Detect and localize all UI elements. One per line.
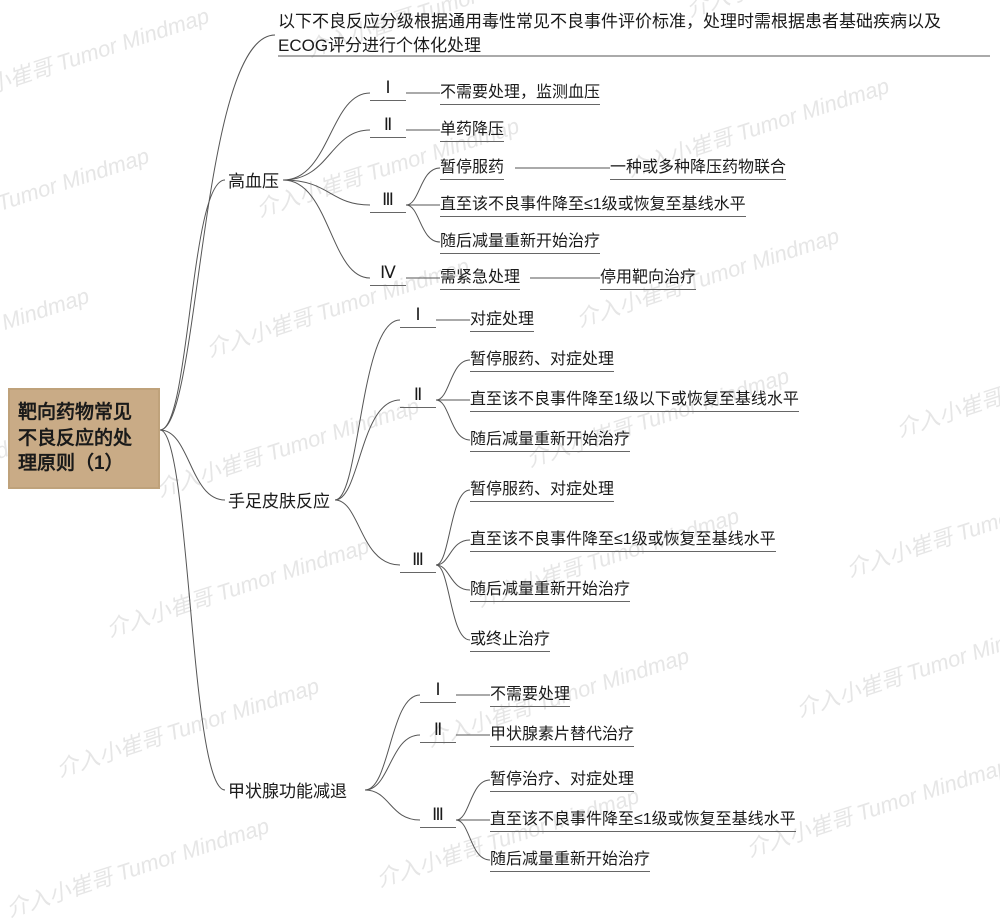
note-text: 以下不良反应分级根据通用毒性常见不良事件评价标准，处理时需根据患者基础疾病以及E…	[278, 10, 978, 58]
leaf: 暂停服药、对症处理	[470, 475, 614, 502]
leaf: 直至该不良事件降至≤1级或恢复至基线水平	[490, 805, 796, 832]
leaf: 随后减量重新开始治疗	[470, 575, 630, 602]
grade-hfs-2: Ⅱ	[400, 385, 436, 408]
leaf: 随后减量重新开始治疗	[440, 227, 600, 254]
grade-hfs-1: Ⅰ	[400, 305, 436, 328]
grade-hbp-4: Ⅳ	[370, 263, 406, 286]
leaf: 随后减量重新开始治疗	[470, 425, 630, 452]
grade-thy-2: Ⅱ	[420, 720, 456, 743]
grade-hfs-3: Ⅲ	[400, 550, 436, 573]
leaf: 停用靶向治疗	[600, 263, 696, 290]
leaf: 暂停治疗、对症处理	[490, 765, 634, 792]
leaf: 暂停服药、对症处理	[470, 345, 614, 372]
leaf: 对症处理	[470, 305, 534, 332]
leaf: 直至该不良事件降至≤1级或恢复至基线水平	[440, 190, 746, 217]
root-node: 靶向药物常见不良反应的处理原则（1）	[8, 388, 160, 489]
leaf: 需紧急处理	[440, 263, 520, 290]
category-hfs: 手足皮肤反应	[228, 487, 330, 512]
grade-hbp-3: Ⅲ	[370, 190, 406, 213]
leaf: 或终止治疗	[470, 625, 550, 652]
leaf: 暂停服药	[440, 153, 504, 180]
leaf: 随后减量重新开始治疗	[490, 845, 650, 872]
leaf: 直至该不良事件降至1级以下或恢复至基线水平	[470, 385, 799, 412]
grade-hbp-2: Ⅱ	[370, 115, 406, 138]
category-thyroid: 甲状腺功能减退	[228, 777, 347, 802]
category-hypertension: 高血压	[228, 167, 279, 192]
leaf: 直至该不良事件降至≤1级或恢复至基线水平	[470, 525, 776, 552]
leaf: 不需要处理	[490, 680, 570, 707]
leaf: 单药降压	[440, 115, 504, 142]
leaf: 不需要处理，监测血压	[440, 78, 600, 105]
grade-hbp-1: Ⅰ	[370, 78, 406, 101]
grade-thy-1: Ⅰ	[420, 680, 456, 703]
grade-thy-3: Ⅲ	[420, 805, 456, 828]
leaf: 甲状腺素片替代治疗	[490, 720, 634, 747]
leaf: 一种或多种降压药物联合	[610, 153, 786, 180]
